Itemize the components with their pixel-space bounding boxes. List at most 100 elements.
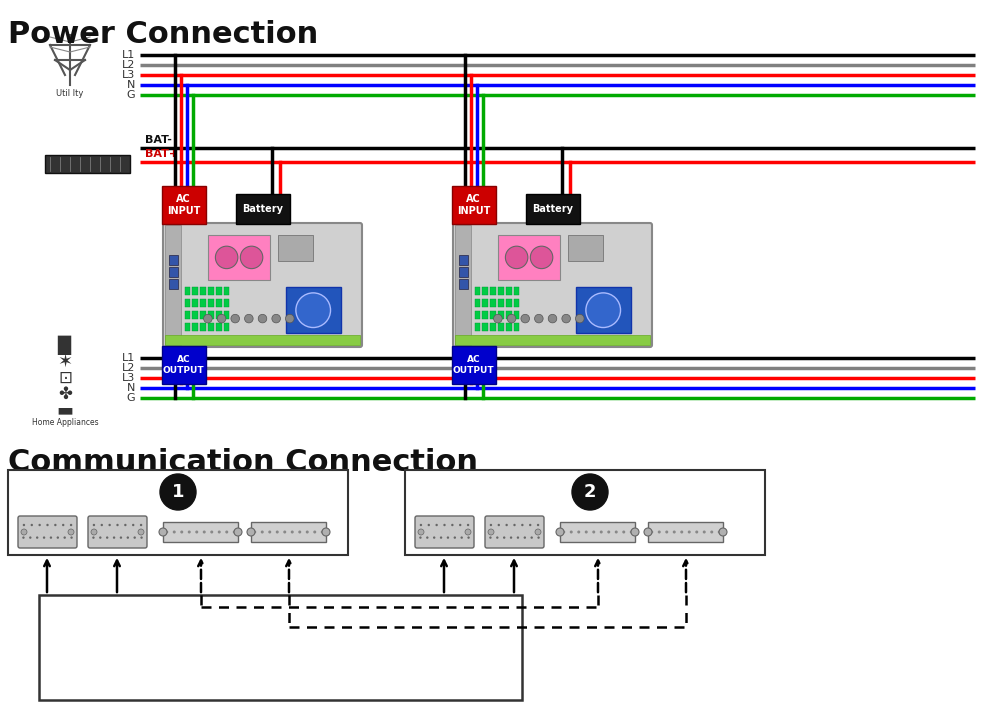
Circle shape [258,315,267,323]
Bar [184,287,190,294]
Text: L2: L2 [122,60,135,70]
Circle shape [524,536,526,539]
Circle shape [695,531,698,534]
Circle shape [22,536,25,539]
Bar [208,287,214,294]
Bar [455,225,471,345]
Circle shape [562,531,565,534]
Circle shape [225,531,228,534]
FancyBboxPatch shape [18,516,77,548]
Circle shape [106,536,108,539]
Bar [192,287,198,294]
Bar [224,300,229,307]
Circle shape [50,536,52,539]
Bar [482,311,488,318]
Circle shape [465,529,471,535]
Bar [224,287,229,294]
Text: L1: L1 [122,50,135,60]
Circle shape [419,536,422,539]
Text: L3: L3 [122,373,135,383]
Circle shape [433,536,435,539]
FancyBboxPatch shape [452,346,496,384]
Bar [482,323,488,330]
Circle shape [245,315,253,323]
FancyBboxPatch shape [162,346,206,384]
Circle shape [116,524,119,526]
Circle shape [507,315,516,323]
Circle shape [665,531,668,534]
Bar [475,323,480,330]
Text: BAT+: BAT+ [145,149,178,159]
Circle shape [21,529,27,535]
Circle shape [498,524,500,526]
Bar [192,311,198,318]
Bar [216,323,222,330]
Bar [200,287,206,294]
Text: AC
INPUT: AC INPUT [167,194,200,216]
Bar [8,470,348,555]
Circle shape [159,528,167,536]
Circle shape [673,531,676,534]
Circle shape [535,529,541,535]
Text: ▉: ▉ [58,336,72,355]
FancyBboxPatch shape [236,194,290,224]
Circle shape [188,531,191,534]
Circle shape [113,536,115,539]
Bar [45,155,130,173]
Circle shape [529,524,531,526]
Circle shape [91,529,97,535]
Bar [459,279,468,289]
Bar [506,300,512,307]
Circle shape [513,524,516,526]
FancyBboxPatch shape [485,516,544,548]
Circle shape [451,524,454,526]
FancyBboxPatch shape [526,194,580,224]
Circle shape [572,474,608,510]
Circle shape [703,531,706,534]
Circle shape [440,536,442,539]
Bar [506,323,512,330]
Circle shape [535,315,543,323]
Circle shape [521,524,524,526]
Circle shape [296,293,331,328]
Circle shape [447,536,449,539]
Bar [648,522,723,542]
Circle shape [710,531,713,534]
Bar [506,287,512,294]
Circle shape [120,536,122,539]
Circle shape [503,536,505,539]
Circle shape [650,531,653,534]
Bar [251,522,326,542]
Text: Power Connection: Power Connection [8,20,318,49]
Circle shape [426,536,429,539]
Circle shape [210,531,213,534]
Circle shape [313,531,316,534]
Circle shape [272,315,280,323]
Circle shape [99,536,102,539]
Circle shape [576,315,584,323]
Bar [224,323,229,330]
Circle shape [195,531,198,534]
Circle shape [517,536,519,539]
Circle shape [283,531,286,534]
Bar [455,336,650,345]
Circle shape [62,524,64,526]
Circle shape [203,531,206,534]
Text: AC
OUTPUT: AC OUTPUT [163,355,204,374]
Circle shape [443,524,446,526]
Circle shape [140,536,143,539]
FancyBboxPatch shape [88,516,147,548]
FancyBboxPatch shape [415,516,474,548]
Bar [208,300,214,307]
Bar [200,311,206,318]
Bar [216,300,222,307]
Bar [208,235,270,280]
Circle shape [537,536,540,539]
Circle shape [253,531,256,534]
Circle shape [505,246,528,269]
Bar [498,323,504,330]
Circle shape [658,531,661,534]
Circle shape [70,536,73,539]
Bar [184,300,190,307]
Circle shape [454,536,456,539]
